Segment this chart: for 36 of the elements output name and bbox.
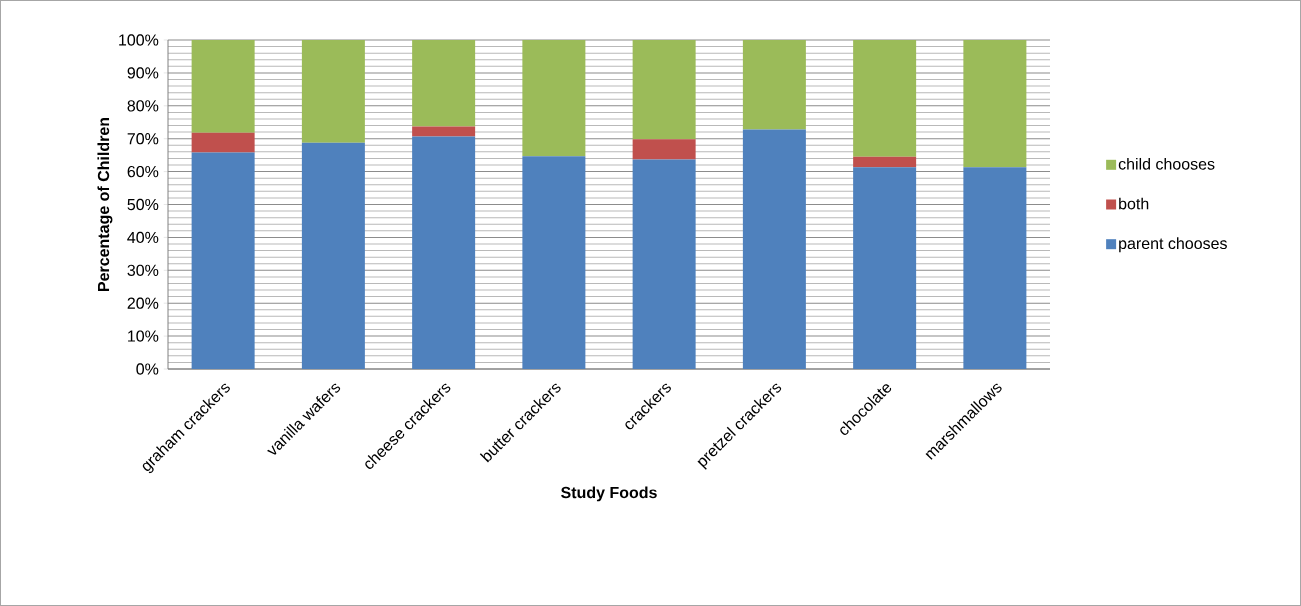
bar <box>191 132 255 153</box>
y-tick-label: 80% <box>127 100 159 112</box>
bar <box>301 142 365 369</box>
y-tick-label: 10% <box>128 330 159 342</box>
bar <box>522 40 586 157</box>
legend-label: both <box>1119 197 1149 210</box>
bar <box>191 152 255 369</box>
bar <box>742 129 806 369</box>
y-tick-label: 30% <box>127 264 159 276</box>
bar <box>853 156 917 168</box>
bar <box>412 40 476 127</box>
bar <box>632 40 696 140</box>
bar <box>853 167 917 369</box>
y-tick-label: 100% <box>119 34 159 46</box>
legend-label: child chooses <box>1118 157 1215 170</box>
y-tick-label: 90% <box>127 67 159 79</box>
bar <box>301 40 365 143</box>
y-tick-label: 20% <box>127 297 159 309</box>
bar <box>522 156 586 369</box>
y-tick-label: 50% <box>127 198 159 211</box>
y-tick-label: 70% <box>127 133 159 145</box>
y-axis-title: Percentage of Children <box>97 117 113 292</box>
y-tick-label: 40% <box>127 231 159 244</box>
bar <box>742 40 806 130</box>
bar <box>632 139 696 160</box>
bar <box>191 40 255 133</box>
y-tick-label: 0% <box>136 363 159 375</box>
bar <box>412 126 476 137</box>
x-axis-title: Study Foods <box>561 486 657 502</box>
bar <box>632 159 696 369</box>
bar <box>963 167 1027 369</box>
bar <box>412 136 476 369</box>
legend-label: parent chooses <box>1119 237 1227 253</box>
bar <box>853 40 917 157</box>
bar <box>963 40 1027 168</box>
y-tick-label: 60% <box>127 165 159 178</box>
